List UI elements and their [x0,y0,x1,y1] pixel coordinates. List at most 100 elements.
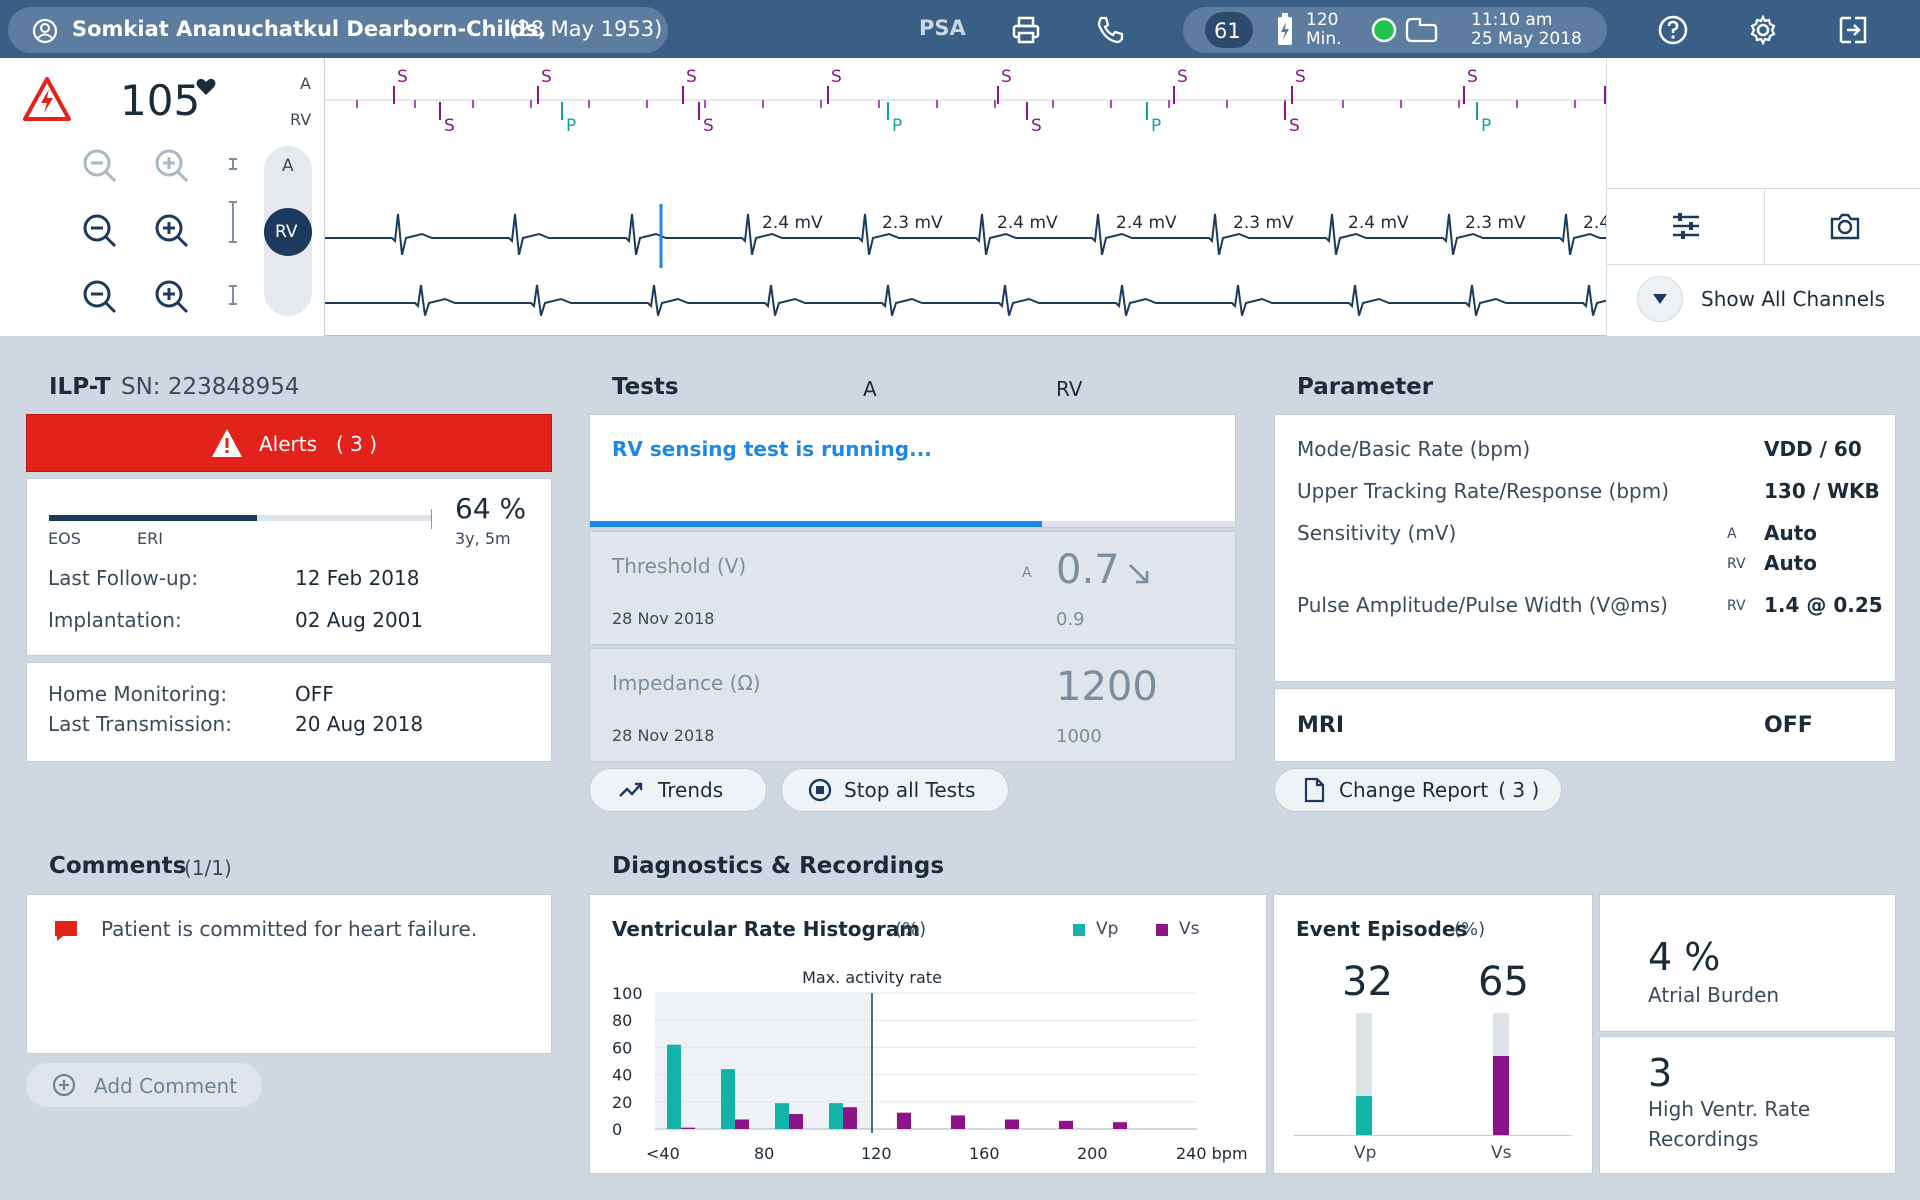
alerts-button[interactable]: Alerts ( 3 ) [26,414,552,472]
atrial-burden-card[interactable]: 4 % Atrial Burden [1599,894,1896,1032]
event-episodes-card[interactable]: Event Episodes (%) 32 65 Vp Vs [1273,894,1593,1174]
lead-rv-label: RV [290,110,312,129]
y-tick-label: 60 [612,1038,632,1057]
threshold-card[interactable]: Threshold (V) 28 Nov 2018 A 0.7 0.9 [589,531,1236,645]
diagnostics-title: Diagnostics & Recordings [612,853,945,879]
y-tick-label: 0 [612,1120,622,1139]
v-pace-label: P [1481,116,1491,136]
printer-icon[interactable] [1010,14,1042,46]
amplitude-label: 2.4 mV [1348,213,1409,233]
status-ok-icon [1371,17,1397,43]
histogram-card[interactable]: Ventricular Rate Histogram (%) Vp Vs Max… [589,894,1267,1174]
mode-label: Mode/Basic Rate (bpm) [1297,437,1531,461]
event-vs-label: Vs [1491,1143,1512,1163]
utr-value: 130 / WKB [1764,479,1880,503]
device-model: ILP-T [49,374,111,400]
v-pace-label: P [1151,116,1161,136]
heart-icon [196,78,216,95]
parameter-card[interactable]: Mode/Basic Rate (bpm) VDD / 60 Upper Tra… [1274,414,1896,682]
ecg-panel: 105 A RV I A RV SSSSSSSSSSPSPSPSP 2.4 mV… [0,58,1920,336]
amplitude-label: 2.4 mV [997,213,1058,233]
alerts-count: ( 3 ) [336,432,378,456]
pulse-label: Pulse Amplitude/Pulse Width (V@ms) [1297,593,1668,617]
last-transmission-value: 20 Aug 2018 [295,712,424,736]
legend-vs-swatch [1156,924,1168,936]
add-comment-button[interactable]: Add Comment [26,1063,262,1107]
test-progress-bar [590,521,1042,527]
phone-icon[interactable] [1094,14,1126,46]
battery-icon [1278,13,1292,45]
mri-value: OFF [1764,713,1813,738]
histogram-unit: (%) [895,919,927,940]
battery-minutes: 120 [1306,10,1339,30]
a-sense-label: S [1177,67,1188,87]
zoom-in-rv-icon[interactable] [153,212,191,250]
hvr-recordings-card[interactable]: 3 High Ventr. Rate Recordings [1599,1036,1896,1174]
event-unit: (%) [1454,919,1486,940]
vs-bar [951,1115,965,1129]
utr-label: Upper Tracking Rate/Response (bpm) [1297,479,1670,503]
ecg-controls: 105 A RV I A RV [0,58,325,336]
vs-bar [1005,1119,1019,1129]
trends-button[interactable]: Trends [589,768,767,812]
v-sense-label: S [444,116,455,136]
device-connection-icon [1405,17,1438,43]
sensitivity-label: Sensitivity (mV) [1297,521,1457,545]
battery-count-badge [1205,12,1253,48]
eos-label: EOS [48,529,81,548]
v-sense-label: S [1289,116,1300,136]
change-report-count: ( 3 ) [1498,778,1540,802]
alerts-label: Alerts [259,432,318,456]
x-tick-label: <40 [646,1144,680,1163]
settings-gear-icon[interactable] [1747,14,1779,46]
toggle-rv[interactable]: RV [275,222,298,242]
zoom-out-rv-icon[interactable] [81,212,119,250]
tests-title: Tests [612,374,679,400]
threshold-label: Threshold (V) [612,554,747,578]
zoom-out-ch3-icon[interactable] [81,278,119,316]
implantation-value: 02 Aug 2001 [295,608,424,632]
hvr-value: 3 [1648,1051,1673,1095]
mri-card[interactable]: MRI OFF [1274,688,1896,762]
trend-icon [619,782,643,797]
y-tick-label: 40 [612,1066,632,1085]
sensitivity-a-chamber: A [1727,526,1737,542]
stop-all-tests-button[interactable]: Stop all Tests [781,768,1009,812]
y-tick-label: 20 [612,1093,632,1112]
add-circle-icon [52,1073,76,1097]
filter-settings-icon[interactable] [1671,212,1701,240]
toggle-rv-selected[interactable] [264,208,312,256]
zoom-in-a-icon[interactable] [153,147,191,185]
show-all-channels[interactable]: Show All Channels [1701,287,1886,311]
clock-date: 25 May 2018 [1471,29,1582,49]
zoom-out-a-icon[interactable] [81,147,119,185]
amplitude-label: 2.4 mV [1116,213,1177,233]
amplitude-label: 2.3 mV [882,213,943,233]
a-sense-label: S [831,67,842,87]
amplitude-label: 2.4 mV [762,213,823,233]
last-transmission-label: Last Transmission: [48,712,232,736]
impedance-prev: 1000 [1056,726,1102,747]
event-vs-value: 65 [1478,959,1529,1005]
patient-pill[interactable]: Somkiat Ananuchatkul Dearborn-Childs, (2… [8,7,668,53]
help-icon[interactable] [1657,14,1689,46]
comment-item[interactable]: Patient is committed for heart failure. [101,917,478,941]
change-report-button[interactable]: Change Report ( 3 ) [1274,768,1562,812]
mode-value: VDD / 60 [1764,437,1862,461]
threshold-prev: 0.9 [1056,609,1085,630]
zoom-in-ch3-icon[interactable] [153,278,191,316]
psa-button[interactable]: PSA [919,16,966,40]
toggle-a[interactable]: A [282,156,294,176]
hvr-label-2: Recordings [1648,1127,1759,1151]
exit-icon[interactable] [1837,14,1869,46]
impedance-card[interactable]: Impedance (Ω) 28 Nov 2018 1200 1000 [589,648,1236,762]
eri-label: ERI [137,529,163,548]
a-sense-label: S [686,67,697,87]
heart-rate-value: 105 [120,76,201,125]
legend-vs: Vs [1179,919,1200,939]
v-sense-label: S [1031,116,1042,136]
home-monitoring-card: Home Monitoring: OFF Last Transmission: … [26,662,552,762]
y-tick-label: 80 [612,1011,632,1030]
camera-icon[interactable] [1829,212,1861,240]
